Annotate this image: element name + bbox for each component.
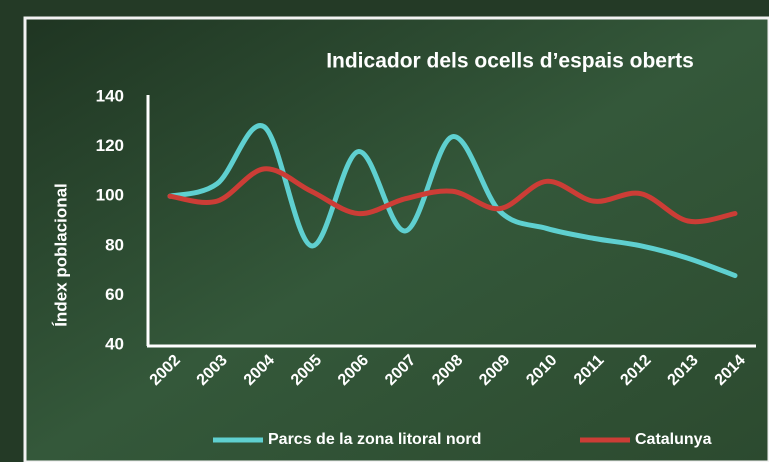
y-tick-label: 140: [96, 86, 124, 105]
y-tick-label: 60: [105, 285, 124, 304]
page: {"chart_data": {"type": "line", "title":…: [0, 0, 769, 462]
legend-label: Catalunya: [635, 431, 712, 448]
y-tick-label: 100: [96, 186, 124, 205]
chart-title: Indicador dels ocells d’espais oberts: [326, 50, 694, 73]
legend-label: Parcs de la zona litoral nord: [268, 431, 481, 448]
y-tick-label: 40: [105, 334, 124, 353]
y-tick-label: 80: [105, 235, 124, 254]
panel: [25, 18, 769, 462]
chart: Indicador dels ocells d’espais oberts Ín…: [0, 0, 769, 462]
y-tick-label: 120: [96, 136, 124, 155]
y-axis-label: Índex poblacional: [51, 183, 70, 327]
